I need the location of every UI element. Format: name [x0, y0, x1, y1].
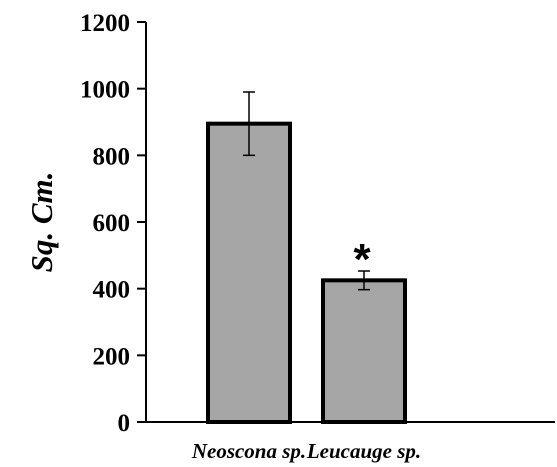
bars: [206, 121, 407, 425]
error-bars: [243, 91, 370, 291]
significance-marker: *: [353, 235, 371, 284]
y-tick-label: 200: [93, 343, 131, 370]
y-tick-label: 0: [118, 410, 131, 437]
x-category-label: Leucauge sp.: [306, 439, 421, 463]
y-tick-label: 400: [93, 277, 131, 304]
y-axis-title: Sq. Cm.: [24, 172, 59, 273]
y-axis-ticks: [137, 21, 146, 423]
y-axis-tick-labels: 0 200 400 600 800 1000 1200: [80, 10, 130, 437]
x-category-label: Neoscona sp.: [191, 439, 306, 463]
bar: [321, 278, 407, 425]
y-tick-label: 1000: [80, 77, 130, 104]
y-tick-label: 600: [93, 210, 131, 237]
significance-annotations: *: [353, 235, 371, 284]
y-tick-label: 800: [93, 143, 131, 170]
x-axis-category-labels: Neoscona sp. Leucauge sp.: [191, 439, 421, 463]
bar: [206, 121, 292, 425]
y-tick-label: 1200: [80, 10, 130, 37]
